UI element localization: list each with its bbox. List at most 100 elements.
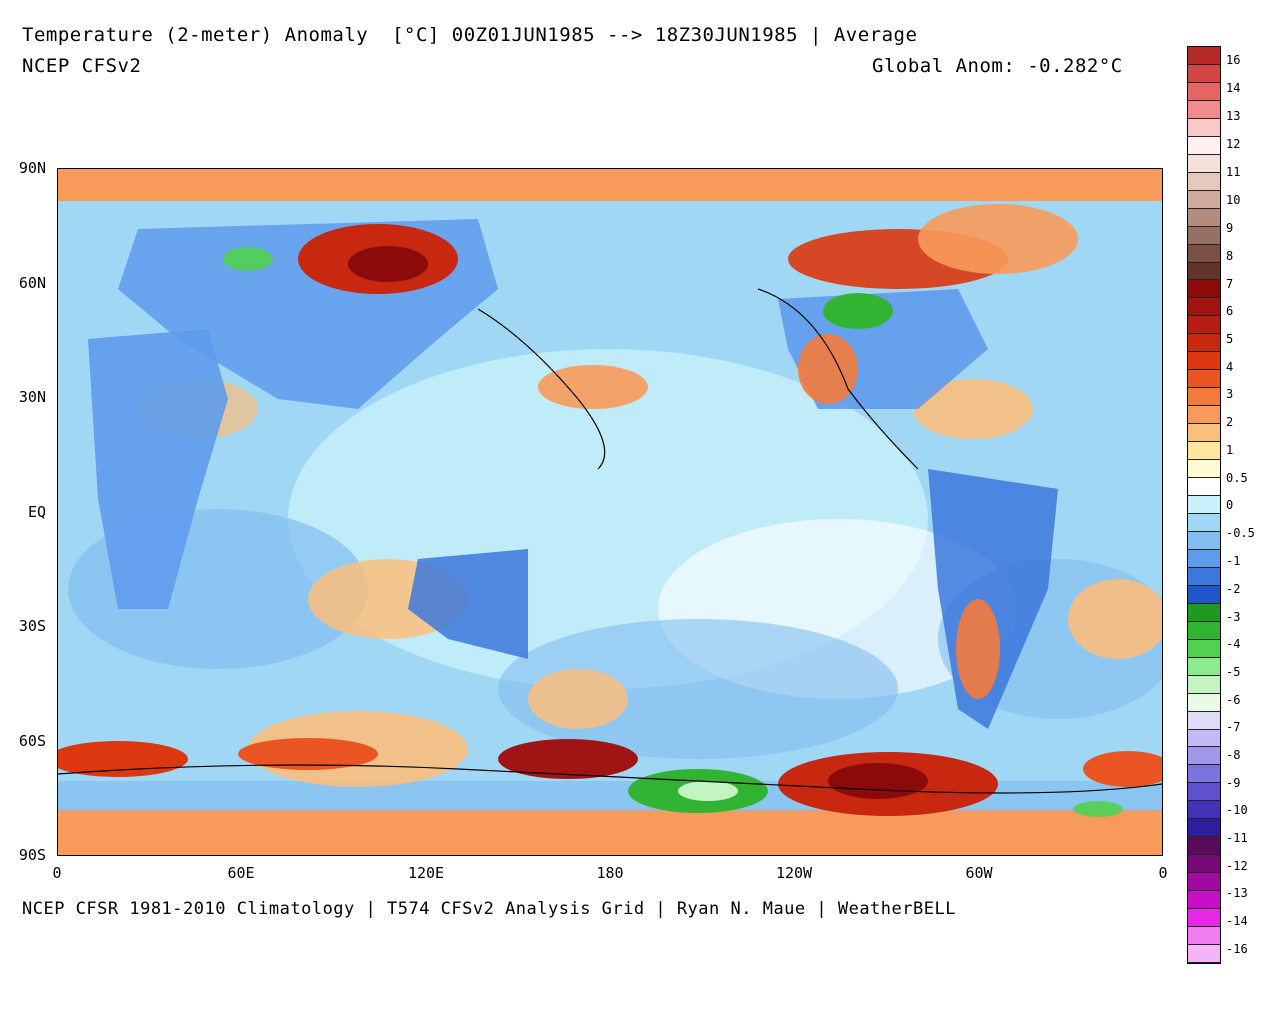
footer-credits: NCEP CFSR 1981-2010 Climatology | T574 C… (22, 899, 956, 919)
colorbar-swatch (1188, 765, 1220, 784)
colorbar-label: 8 (1226, 249, 1234, 263)
colorbar-label: -4 (1226, 637, 1241, 651)
lat-label-90n: 90N (18, 159, 46, 177)
colorbar-swatch (1188, 406, 1220, 425)
colorbar-swatch (1188, 280, 1220, 299)
colorbar-swatch (1188, 442, 1220, 461)
colorbar-swatch (1188, 118, 1220, 137)
lon-label-120w: 120W (775, 864, 813, 882)
colorbar-swatch (1188, 244, 1220, 263)
colorbar-swatch (1188, 298, 1220, 317)
colorbar-label: -2 (1226, 582, 1241, 596)
colorbar-label: -6 (1226, 693, 1241, 707)
colorbar-swatch (1188, 837, 1220, 856)
colorbar-label: -12 (1226, 859, 1248, 873)
colorbar-swatch (1188, 927, 1220, 946)
colorbar-swatch (1188, 549, 1220, 568)
colorbar-swatch (1188, 657, 1220, 676)
colorbar-swatch (1188, 729, 1220, 748)
colorbar-label: -5 (1226, 665, 1241, 679)
lon-label-120e: 120E (407, 864, 445, 882)
colorbar-swatch (1188, 496, 1220, 514)
anomaly-map (57, 168, 1163, 856)
colorbar-label: -3 (1226, 610, 1241, 624)
colorbar-label: -1 (1226, 554, 1241, 568)
colorbar-label: 16 (1226, 53, 1241, 67)
lat-label-60n: 60N (18, 274, 46, 292)
colorbar-swatch (1188, 891, 1220, 910)
colorbar-swatch (1188, 603, 1220, 622)
colorbar-swatch (1188, 945, 1220, 963)
colorbar-swatch (1188, 855, 1220, 874)
colorbar-label: 5 (1226, 332, 1234, 346)
lat-label-60s: 60S (18, 732, 46, 750)
colorbar-swatch (1188, 711, 1220, 730)
colorbar-label: -9 (1226, 776, 1241, 790)
colorbar-swatch (1188, 873, 1220, 892)
colorbar-swatch (1188, 460, 1220, 479)
colorbar-swatch (1188, 567, 1220, 586)
map-title: Temperature (2-meter) Anomaly [°C] 00Z01… (22, 24, 918, 46)
lon-label-60e: 60E (227, 864, 255, 882)
colorbar-label: 12 (1226, 137, 1241, 151)
colorbar-swatch (1188, 747, 1220, 766)
colorbar-swatch (1188, 585, 1220, 604)
colorbar-swatch (1188, 64, 1220, 83)
colorbar-label: 11 (1226, 165, 1241, 179)
colorbar-label: -7 (1226, 720, 1241, 734)
colorbar-label: 14 (1226, 81, 1241, 95)
colorbar-label: 4 (1226, 360, 1234, 374)
colorbar-swatch (1188, 783, 1220, 802)
colorbar-swatch (1188, 154, 1220, 173)
colorbar-swatch (1188, 316, 1220, 335)
colorbar-swatch (1188, 47, 1220, 65)
colorbar-label: -14 (1226, 914, 1248, 928)
colorbar-label: 10 (1226, 193, 1241, 207)
colorbar-swatch (1188, 531, 1220, 550)
colorbar-swatch (1188, 639, 1220, 658)
colorbar-swatch (1188, 621, 1220, 640)
lon-label-0-end: 0 (1158, 864, 1168, 882)
colorbar-swatch (1188, 208, 1220, 227)
lon-label-0: 0 (52, 864, 62, 882)
colorbar-label: 2 (1226, 415, 1234, 429)
colorbar-swatch (1188, 370, 1220, 389)
colorbar-swatch (1188, 352, 1220, 371)
colorbar-label: 3 (1226, 387, 1234, 401)
colorbar-label: 1 (1226, 443, 1234, 457)
colorbar-label: -11 (1226, 831, 1248, 845)
colorbar-swatch (1188, 82, 1220, 101)
colorbar-swatch (1188, 819, 1220, 838)
colorbar-label: 9 (1226, 221, 1234, 235)
colorbar-swatch (1188, 675, 1220, 694)
colorbar-label: -0.5 (1226, 526, 1255, 540)
model-name: NCEP CFSv2 (22, 55, 142, 77)
colorbar-label: 13 (1226, 109, 1241, 123)
colorbar-label: -10 (1226, 803, 1248, 817)
colorbar-swatch (1188, 136, 1220, 155)
global-anomaly: Global Anom: -0.282°C (872, 55, 1123, 77)
lat-label-30n: 30N (18, 388, 46, 406)
colorbar-swatch (1188, 226, 1220, 245)
colorbar-label: 0.5 (1226, 471, 1248, 485)
lon-label-180: 180 (596, 864, 624, 882)
colorbar-swatch (1188, 801, 1220, 820)
colorbar-label: -13 (1226, 886, 1248, 900)
colorbar-label: 0 (1226, 498, 1234, 512)
colorbar-swatch (1188, 388, 1220, 407)
colorbar-swatch (1188, 513, 1220, 532)
colorbar-swatch (1188, 693, 1220, 712)
colorbar-label: 6 (1226, 304, 1234, 318)
lat-label-eq: EQ (27, 503, 46, 521)
colorbar-swatch (1188, 262, 1220, 281)
colorbar-label: -8 (1226, 748, 1241, 762)
colorbar-swatch (1188, 190, 1220, 209)
lat-label-30s: 30S (18, 617, 46, 635)
colorbar-swatch (1188, 909, 1220, 928)
colorbar-label: -16 (1226, 942, 1248, 956)
lon-label-60w: 60W (965, 864, 993, 882)
colorbar-swatch (1188, 172, 1220, 191)
colorbar-swatch (1188, 334, 1220, 353)
lat-label-90s: 90S (18, 846, 46, 864)
colorbar-swatch (1188, 100, 1220, 119)
